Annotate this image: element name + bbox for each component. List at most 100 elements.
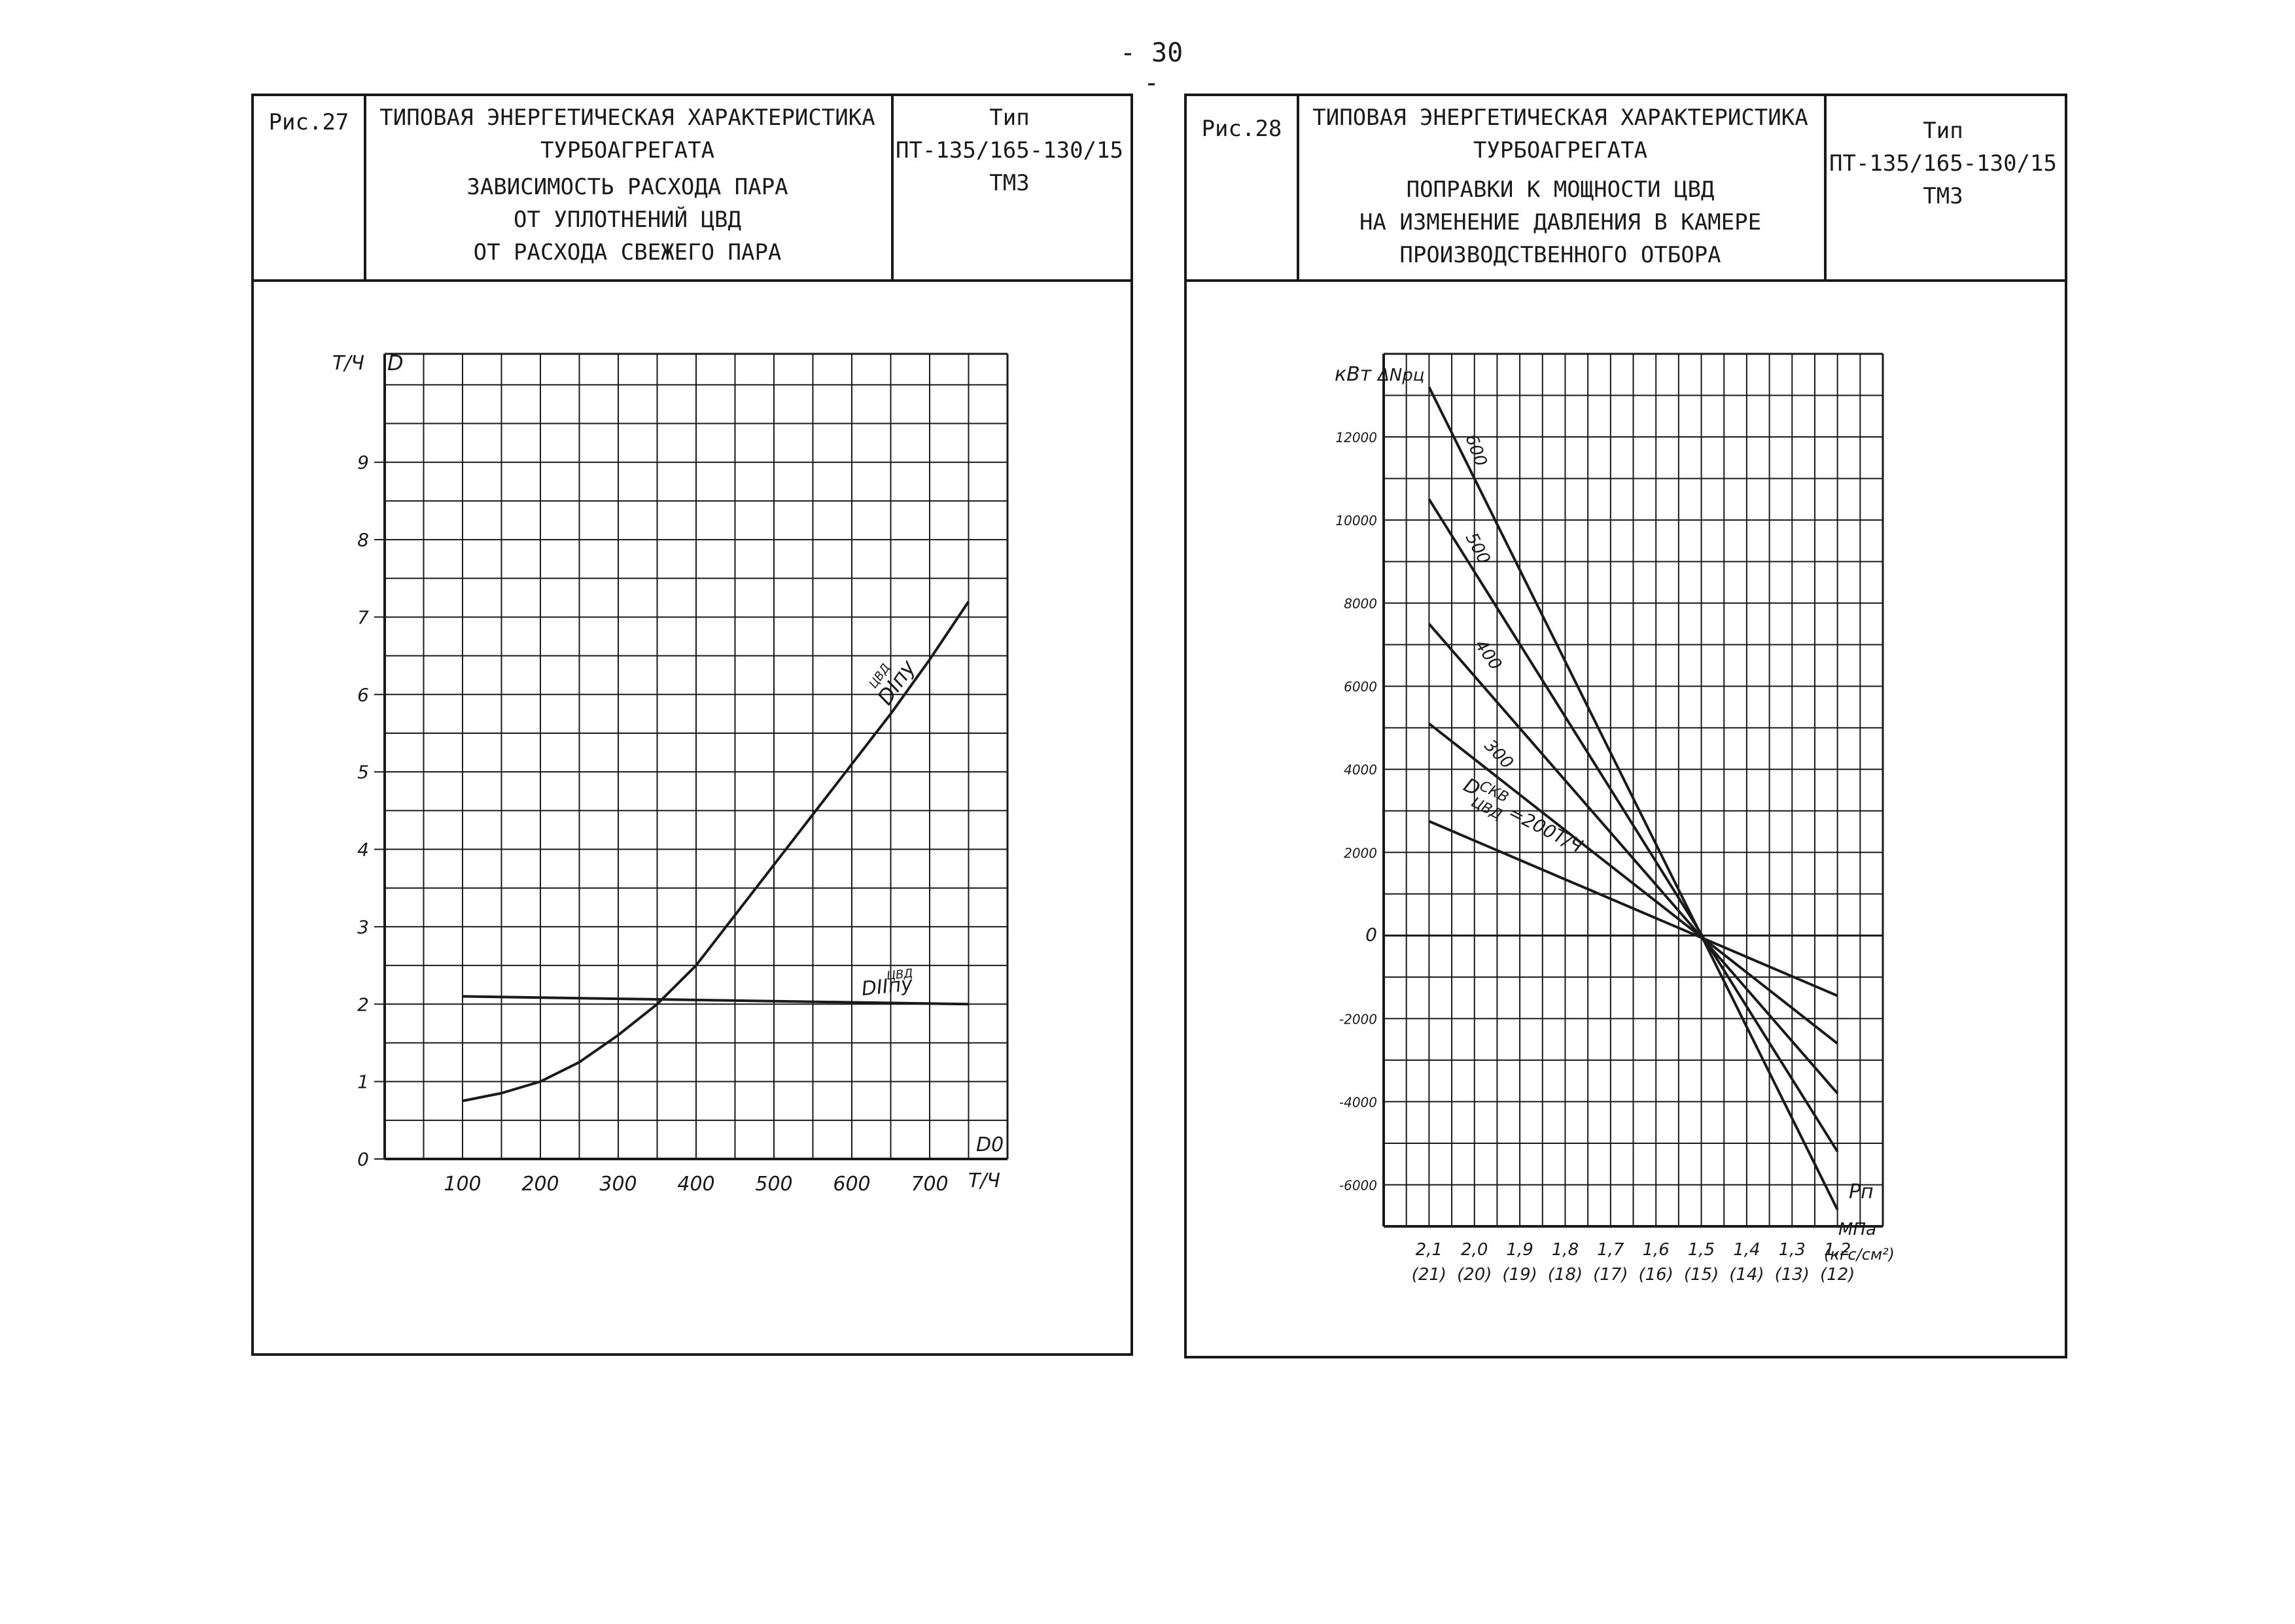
figure-header: Рис.27 ТИПОВАЯ ЭНЕРГЕТИЧЕСКАЯ ХАРАКТЕРИС…: [254, 96, 1130, 282]
x-tick-label: 100: [444, 1173, 481, 1196]
series-label-main: DIIпу: [860, 973, 915, 1001]
x-tick-label: 300: [599, 1173, 637, 1196]
turbine-type-cell: Тип ПТ-135/165-130/15 ТМЗ: [1821, 96, 2065, 279]
figure-number-cell: Рис.28: [1187, 96, 1299, 279]
chart-grid: [385, 354, 1007, 1159]
x-tick-label: 600: [833, 1173, 870, 1196]
figure-title-line: ТИПОВАЯ ЭНЕРГЕТИЧЕСКАЯ ХАРАКТЕРИСТИКА: [1312, 105, 1808, 131]
x-tick-label-kgf: (14): [1729, 1265, 1764, 1285]
chart-axes: [383, 353, 1009, 1160]
x-tick-label: 700: [911, 1173, 948, 1196]
x-tick-label: 1,8: [1552, 1240, 1579, 1260]
y-tick-label: 7: [357, 606, 369, 628]
y-axis-unit: Т/Ч: [332, 352, 364, 375]
x-tick-label: 1,2: [1824, 1240, 1851, 1260]
x-tick-label: 2,1: [1416, 1240, 1443, 1260]
y-tick-label: 1: [357, 1071, 369, 1093]
chart-tick-labels: 2,1 (21) 2,0 (20) 1,9 (19) 1,8 (18) 1,7 (17) 1,6 (1…: [1335, 430, 1855, 1285]
figure-title-line: ТИПОВАЯ ЭНЕРГЕТИЧЕСКАЯ ХАРАКТЕРИСТИКА: [379, 105, 875, 131]
x-axis-label: Pп: [1849, 1181, 1874, 1203]
type-model: ПТ-135/165-130/15: [1829, 150, 2057, 177]
y-tick-label: 8: [357, 529, 369, 551]
y-tick-label: -4000: [1339, 1094, 1377, 1110]
series-line-5: [1428, 820, 1838, 997]
figure-subtitle-line: ОТ УПЛОТНЕНИЙ ЦВД: [514, 207, 741, 233]
y-tick-label: 12000: [1335, 430, 1377, 445]
figure-subtitle: ЗАВИСИМОСТЬ РАСХОДА ПАРА ОТ УПЛОТНЕНИЙ Ц…: [369, 171, 886, 269]
y-tick-label: 9: [357, 452, 369, 474]
page-number: - 30 -: [1119, 38, 1183, 98]
x-tick-label: 1,6: [1643, 1240, 1670, 1260]
figure-title-line: ТУРБОАГРЕГАТА: [1473, 137, 1648, 164]
figure-subtitle-line: ЗАВИСИМОСТЬ РАСХОДА ПАРА: [466, 174, 788, 200]
y-tick-label: 10000: [1335, 513, 1377, 528]
y-tick-label: 6000: [1344, 679, 1377, 695]
figure-number-cell: Рис.27: [254, 96, 366, 279]
x-tick-label-kgf: (19): [1502, 1265, 1537, 1285]
turbine-type: Тип ПТ-135/165-130/15 ТМЗ: [894, 101, 1125, 199]
series-line-1: [1428, 386, 1839, 1211]
x-tick-label-kgf: (13): [1775, 1265, 1810, 1285]
chart-steam-flow: 100 200 300 400 500 600 700 0 1 2 3 4 5 6 7 8 9 Т/Ч D D0…: [332, 351, 1009, 1196]
figure-title: ТИПОВАЯ ЭНЕРГЕТИЧЕСКАЯ ХАРАКТЕРИСТИКА ТУ…: [1302, 101, 1819, 167]
type-label: Тип: [1923, 118, 1963, 144]
figure-title-cell: ТИПОВАЯ ЭНЕРГЕТИЧЕСКАЯ ХАРАКТЕРИСТИКА ТУ…: [1297, 96, 1827, 279]
x-tick-label: 500: [755, 1173, 792, 1196]
series-line-2: [462, 995, 969, 1006]
y-tick-label: 3: [357, 916, 369, 938]
x-axis-label: D0: [976, 1133, 1004, 1156]
y-axis-label: D: [387, 351, 404, 375]
x-tick-label: 1,4: [1733, 1240, 1760, 1260]
y-tick-label: -2000: [1339, 1011, 1377, 1027]
figure-subtitle-line: ПОПРАВКИ К МОЩНОСТИ ЦВД: [1406, 177, 1715, 203]
x-tick-label-kgf: (18): [1548, 1265, 1583, 1285]
series-label: 400: [1471, 636, 1505, 674]
x-tick-label-kgf: (16): [1638, 1265, 1673, 1285]
y-tick-label: 5: [357, 761, 369, 783]
y-tick-label: 2000: [1344, 845, 1377, 861]
y-tick-label: 8000: [1344, 596, 1377, 612]
x-axis-unit: Т/Ч: [968, 1169, 1000, 1192]
type-model: ПТ-135/165-130/15: [896, 137, 1123, 164]
x-tick-label-kgf: (17): [1593, 1265, 1628, 1285]
figure-panel-27: Рис.27 ТИПОВАЯ ЭНЕРГЕТИЧЕСКАЯ ХАРАКТЕРИС…: [251, 94, 1133, 1356]
type-maker: ТМЗ: [1923, 183, 1963, 209]
figure-panel-28: Рис.28 ТИПОВАЯ ЭНЕРГЕТИЧЕСКАЯ ХАРАКТЕРИС…: [1184, 94, 2067, 1358]
y-axis-unit: кВт: [1335, 363, 1373, 386]
figure-number: Рис.28: [1201, 116, 1282, 142]
x-tick-label: 2,0: [1461, 1240, 1488, 1260]
figure-subtitle-line: ОТ РАСХОДА СВЕЖЕГО ПАРА: [473, 239, 782, 266]
x-tick-label: 1,5: [1688, 1240, 1715, 1260]
y-axis-label: ΔNрц: [1376, 366, 1424, 385]
type-label: Тип: [989, 105, 1030, 131]
figure-title: ТИПОВАЯ ЭНЕРГЕТИЧЕСКАЯ ХАРАКТЕРИСТИКА ТУ…: [369, 101, 886, 167]
series-label-sup: ЦВД: [886, 967, 913, 983]
figure-subtitle-line: ПРОИЗВОДСТВЕННОГО ОТБОРА: [1399, 242, 1721, 268]
x-tick-label-kgf: (15): [1684, 1265, 1719, 1285]
figure-title-line: ТУРБОАГРЕГАТА: [540, 137, 715, 164]
x-tick-label: 1,7: [1597, 1240, 1624, 1260]
x-tick-label-kgf: (20): [1457, 1265, 1492, 1285]
x-tick-label: 400: [677, 1173, 714, 1196]
x-axis-unit: МПа: [1838, 1220, 1876, 1239]
x-tick-label: 200: [521, 1173, 559, 1196]
x-axis-unit-kgf: (кгс/см²): [1824, 1245, 1895, 1264]
figure-header: Рис.28 ТИПОВАЯ ЭНЕРГЕТИЧЕСКАЯ ХАРАКТЕРИС…: [1187, 96, 2065, 282]
turbine-type: Тип ПТ-135/165-130/15 ТМЗ: [1827, 114, 2059, 213]
series-line-1: [462, 600, 970, 1103]
x-tick-label: 1,9: [1506, 1240, 1533, 1260]
type-maker: ТМЗ: [989, 170, 1030, 196]
series-line-3: [1428, 623, 1839, 1095]
figure-subtitle: ПОПРАВКИ К МОЩНОСТИ ЦВД НА ИЗМЕНЕНИЕ ДАВ…: [1302, 173, 1819, 271]
turbine-type-cell: Тип ПТ-135/165-130/15 ТМЗ: [888, 96, 1130, 279]
y-tick-label: 0: [357, 1149, 369, 1170]
series-line-4: [1428, 722, 1838, 1045]
series-label-value: =200Т/Ч: [1505, 801, 1586, 857]
chart-grid: [1384, 354, 1883, 1226]
series-label-d1: DIпу ЦВД: [866, 655, 920, 709]
series-label-d2: DIIпу ЦВД: [860, 967, 915, 1001]
y-tick-label: 6: [357, 684, 369, 706]
y-tick-label: 4: [357, 839, 369, 861]
chart-axes: [1382, 353, 1884, 1228]
